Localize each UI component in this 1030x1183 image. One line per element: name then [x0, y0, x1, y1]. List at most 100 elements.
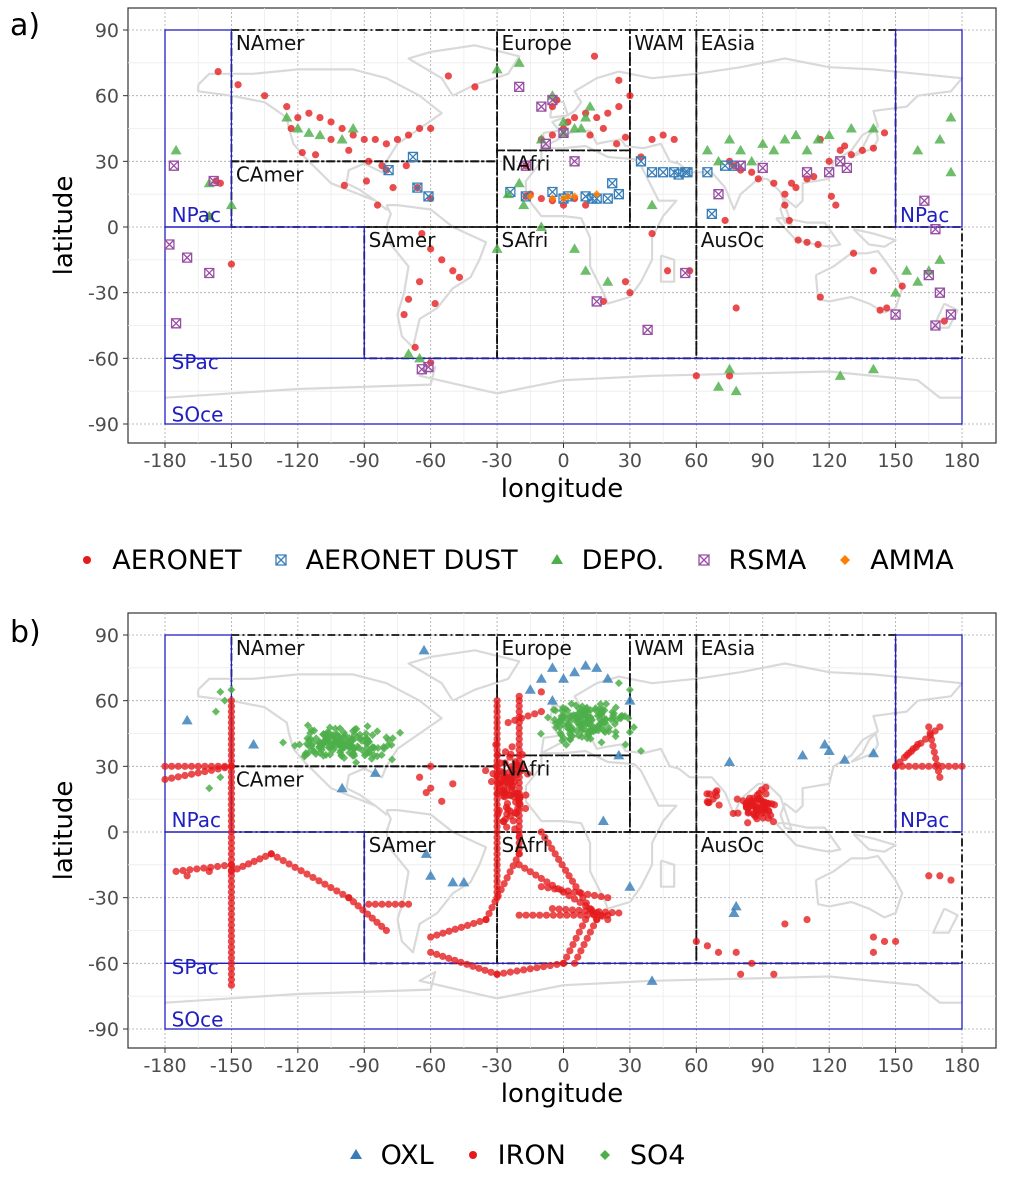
- data-point: [493, 855, 501, 863]
- data-point: [925, 762, 933, 770]
- data-point: [164, 239, 175, 250]
- data-point: [378, 900, 386, 908]
- data-point: [481, 966, 489, 974]
- data-point: [291, 863, 299, 871]
- data-point: [360, 751, 369, 760]
- y-tick-label: 60: [95, 691, 119, 713]
- region-label: NPac: [172, 203, 221, 227]
- data-point: [303, 127, 315, 137]
- data-point: [608, 707, 617, 716]
- data-point: [451, 925, 459, 933]
- data-point: [227, 965, 236, 973]
- data-point: [591, 706, 600, 715]
- data-point: [387, 740, 396, 749]
- data-point: [590, 52, 599, 60]
- data-point: [227, 910, 236, 918]
- data-point: [934, 254, 946, 264]
- data-point: [524, 684, 536, 694]
- data-point: [905, 762, 913, 770]
- data-point: [583, 911, 591, 919]
- data-point: [403, 348, 415, 358]
- data-point: [207, 766, 216, 774]
- data-point: [728, 907, 740, 917]
- data-point: [565, 725, 574, 734]
- data-point: [867, 747, 879, 758]
- data-point: [518, 199, 530, 210]
- data-point: [339, 890, 347, 898]
- data-point: [602, 673, 614, 683]
- data-point: [611, 732, 620, 741]
- data-point: [958, 762, 966, 770]
- data-point: [729, 809, 737, 818]
- data-point: [536, 101, 547, 112]
- data-point: [214, 765, 222, 773]
- coastline: [540, 662, 964, 831]
- data-point: [359, 906, 367, 914]
- x-tick-label: 90: [751, 450, 775, 472]
- data-point: [898, 282, 906, 290]
- x-tick-label: 30: [618, 450, 642, 472]
- data-point: [626, 289, 634, 297]
- data-point: [508, 743, 516, 751]
- data-point: [781, 201, 789, 209]
- data-point: [770, 970, 778, 978]
- y-tick-label: -60: [88, 953, 119, 975]
- data-point: [551, 885, 559, 893]
- data-point: [760, 798, 768, 806]
- data-point: [858, 146, 866, 154]
- data-point: [493, 735, 501, 743]
- legend-key-crossbox: [274, 554, 287, 566]
- data-point: [526, 192, 535, 201]
- data-point: [930, 320, 941, 331]
- x-tick-label: -30: [482, 450, 513, 472]
- data-point: [493, 833, 501, 842]
- data-point: [303, 870, 311, 878]
- data-point: [493, 866, 501, 874]
- data-point: [385, 900, 393, 908]
- data-point: [475, 964, 483, 972]
- data-point: [764, 806, 772, 814]
- data-point: [692, 937, 700, 946]
- data-point: [532, 871, 540, 879]
- data-point: [201, 767, 209, 776]
- data-point: [602, 699, 611, 708]
- data-point: [311, 749, 320, 758]
- data-point: [181, 252, 193, 263]
- data-point: [261, 92, 269, 100]
- data-point: [543, 713, 552, 722]
- data-point: [585, 713, 594, 722]
- data-point: [583, 707, 592, 716]
- data-point: [261, 852, 270, 860]
- data-point: [502, 803, 510, 811]
- data-point: [482, 915, 490, 924]
- data-point: [551, 850, 559, 858]
- data-point: [903, 751, 911, 759]
- data-point: [559, 733, 568, 742]
- x-tick-label: 30: [618, 1055, 642, 1077]
- region-label: SPac: [172, 955, 219, 979]
- coastline: [524, 749, 678, 910]
- data-point: [227, 718, 236, 727]
- data-point: [547, 94, 558, 106]
- data-point: [227, 740, 236, 749]
- data-point: [836, 146, 844, 154]
- data-point: [558, 713, 567, 722]
- data-point: [867, 363, 879, 374]
- data-point: [569, 940, 577, 949]
- data-point: [506, 868, 514, 876]
- data-point: [161, 775, 169, 784]
- data-point: [345, 734, 354, 743]
- data-point: [621, 278, 630, 286]
- data-point: [502, 188, 514, 199]
- region-label: AusOc: [701, 833, 765, 857]
- data-point: [907, 747, 915, 755]
- data-point: [880, 129, 889, 137]
- data-point: [425, 870, 437, 880]
- data-point: [574, 953, 582, 961]
- data-point: [515, 735, 523, 743]
- data-point: [493, 751, 502, 759]
- data-point: [558, 861, 566, 869]
- region-label: SAfri: [502, 228, 549, 252]
- data-point: [174, 773, 182, 781]
- data-point: [509, 765, 517, 773]
